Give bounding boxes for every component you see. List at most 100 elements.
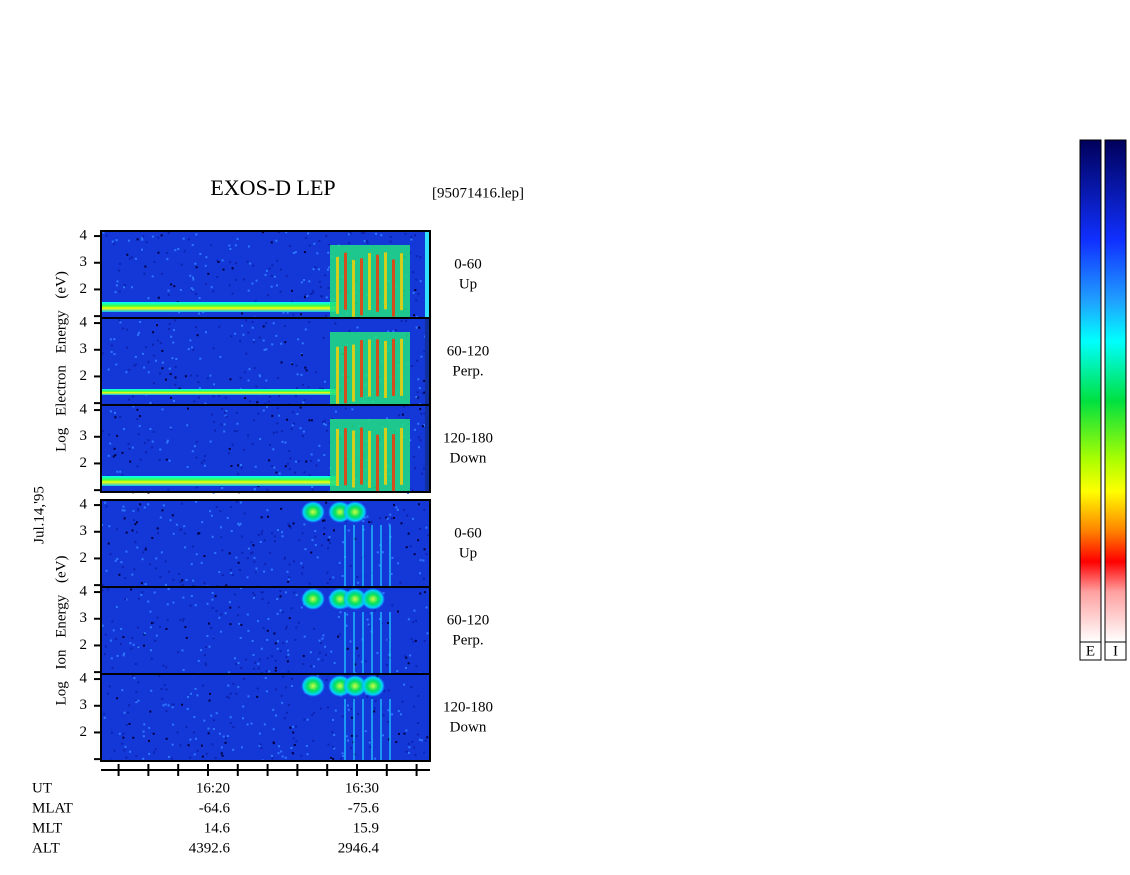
noise [403,508,406,511]
noise [390,517,393,520]
noise [137,646,140,649]
noise [254,465,257,468]
noise [208,699,211,702]
noise [256,695,259,698]
noise [134,355,137,358]
noise [211,591,214,594]
noise [415,326,418,329]
noise [139,458,142,461]
noise [285,275,288,278]
noise [423,424,426,427]
noise [218,571,221,574]
noise [389,513,392,516]
noise [232,682,235,685]
noise [111,731,114,734]
noise [210,244,213,247]
noise [322,519,325,522]
noise [244,371,247,374]
noise [162,704,165,707]
noise [265,670,268,673]
noise [280,694,283,697]
noise [257,485,260,488]
noise [165,458,168,461]
noise [214,757,217,760]
noise [147,439,150,442]
noise [253,556,256,559]
noise [238,622,241,625]
noise [346,613,349,616]
noise [155,634,158,637]
noise [204,264,207,267]
noise [398,414,401,417]
noise [357,654,360,657]
blob [301,675,325,697]
noise [234,244,237,247]
noise [241,535,244,538]
noise [195,266,198,269]
noise [325,679,328,682]
noise [323,527,326,530]
streak [389,525,391,587]
noise [119,643,122,646]
noise [266,638,269,641]
noise [274,688,277,691]
noise [253,367,256,370]
noise [292,313,295,316]
noise [290,685,293,688]
noise [112,455,115,458]
noise [242,717,245,720]
noise [194,687,197,690]
noise [236,422,239,425]
noise [281,755,284,758]
noise [189,274,192,277]
noise [229,505,232,508]
noise [267,601,270,604]
noise [337,615,340,618]
noise [253,488,256,491]
direction-label: Up [459,545,477,561]
noise [236,500,239,503]
noise [246,260,249,263]
noise [287,649,290,652]
noise [422,577,425,580]
noise [124,745,127,748]
noise [415,278,418,281]
noise [418,738,421,741]
noise [310,665,313,668]
noise [137,699,140,702]
noise [271,414,274,417]
noise [279,290,282,293]
noise [174,383,177,386]
noise [225,410,228,413]
noise [119,470,122,473]
noise [284,341,287,344]
noise [177,651,180,654]
noise [112,629,115,632]
noise [288,245,291,248]
noise [115,284,118,287]
noise [323,422,326,425]
noise [109,410,112,413]
noise [288,563,291,566]
noise [425,553,428,556]
noise [414,289,417,292]
noise [233,657,236,660]
noise [198,312,201,315]
noise [164,560,167,563]
noise [111,620,114,623]
noise [403,732,406,735]
noise [125,598,128,601]
noise [132,510,135,513]
noise [285,625,288,628]
noise [114,454,117,457]
noise [121,474,124,477]
color-bar-label: E [1086,643,1095,659]
noise [419,256,422,259]
noise [297,460,300,463]
noise [240,623,243,626]
noise [418,503,421,506]
noise [223,423,226,426]
noise [396,670,399,673]
noise [423,591,426,594]
noise [123,711,126,714]
